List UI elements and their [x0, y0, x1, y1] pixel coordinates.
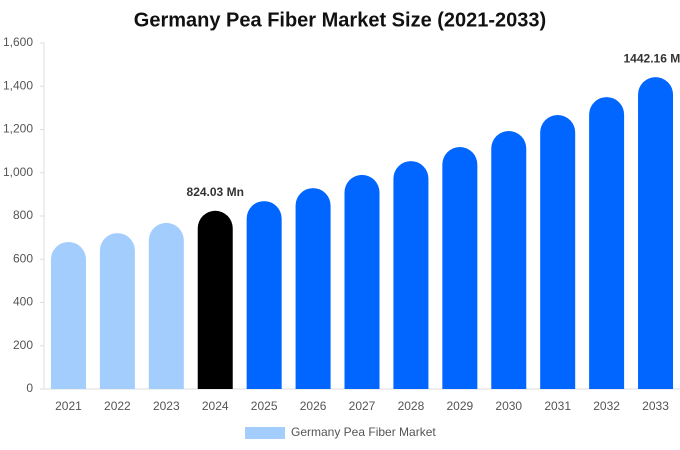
legend-label: Germany Pea Fiber Market: [291, 425, 436, 439]
chart-title: Germany Pea Fiber Market Size (2021-2033…: [134, 9, 546, 31]
bar: [638, 77, 674, 389]
y-tick-label: 1,000: [3, 165, 33, 179]
y-tick-label: 200: [13, 338, 33, 352]
x-tick-label: 2021: [55, 399, 82, 413]
x-tick-label: 2032: [593, 399, 620, 413]
bar: [197, 210, 233, 389]
bar: [344, 174, 380, 389]
x-tick-label: 2027: [349, 399, 376, 413]
bar: [246, 201, 282, 389]
y-tick-label: 600: [13, 251, 33, 265]
x-tick-label: 2026: [300, 399, 327, 413]
y-tick-label: 0: [26, 381, 33, 395]
value-label: 1442.16 Mn: [624, 51, 680, 65]
bar: [540, 115, 576, 390]
y-tick-label: 1,200: [3, 122, 33, 136]
x-tick-label: 2030: [495, 399, 522, 413]
bar: [295, 188, 331, 389]
x-tick-label: 2033: [642, 399, 669, 413]
bar: [442, 147, 478, 389]
legend-swatch: [245, 427, 285, 439]
value-label: 824.03 Mn: [187, 185, 244, 199]
x-tick-label: 2028: [398, 399, 425, 413]
bar: [393, 161, 429, 389]
bar: [589, 97, 625, 389]
bar: [491, 131, 527, 390]
bar: [99, 233, 135, 389]
bar: [50, 241, 86, 389]
bar: [148, 222, 184, 389]
x-tick-label: 2031: [544, 399, 571, 413]
x-tick-label: 2025: [251, 399, 278, 413]
x-tick-label: 2023: [153, 399, 180, 413]
y-tick-label: 400: [13, 295, 33, 309]
x-tick-label: 2024: [202, 399, 229, 413]
y-tick-label: 1,600: [3, 35, 33, 49]
y-tick-label: 800: [13, 208, 33, 222]
y-tick-label: 1,400: [3, 78, 33, 92]
x-tick-label: 2022: [104, 399, 131, 413]
x-tick-label: 2029: [446, 399, 473, 413]
